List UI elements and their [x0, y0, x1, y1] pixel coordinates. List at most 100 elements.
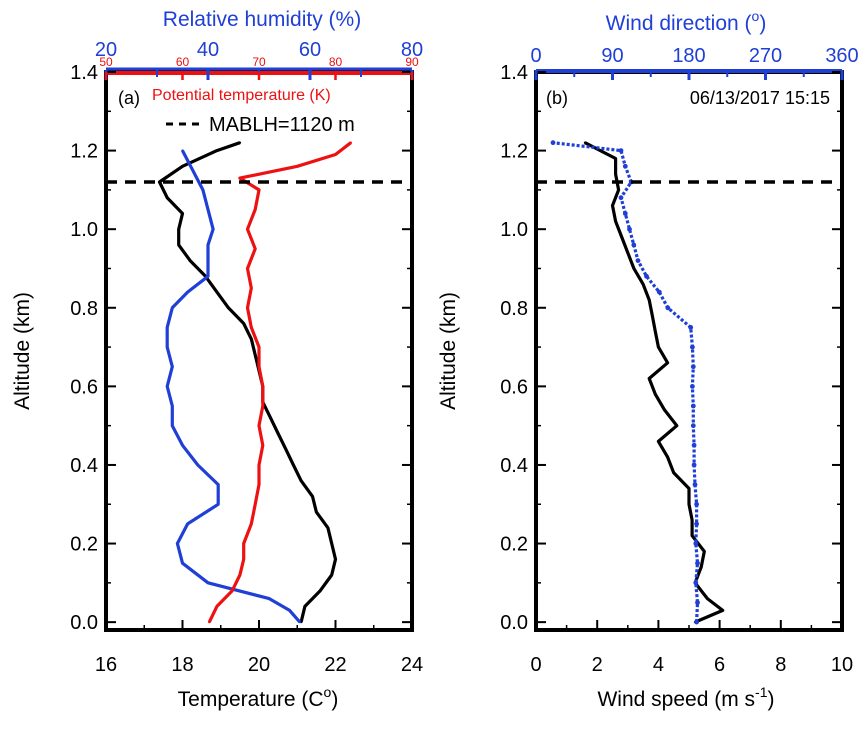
- x-tick-label-b: 6: [714, 654, 725, 676]
- data-point-black-a: [181, 165, 184, 168]
- top-red-tick-label-a: 90: [405, 55, 419, 69]
- data-point-red-a: [261, 385, 264, 388]
- data-point-blue-a: [186, 522, 189, 526]
- data-point-black-b: [663, 408, 666, 412]
- series-line-black-a: [157, 141, 338, 623]
- top-red-tick-label-a: 70: [252, 55, 266, 69]
- x-tick-label-a: 24: [401, 654, 423, 676]
- data-point-blue-b: [693, 541, 699, 546]
- data-point-black-b: [614, 173, 617, 176]
- data-point-blue-b: [688, 325, 694, 330]
- data-point-blue-a: [166, 345, 169, 349]
- y-tick-label-b: 1.4: [500, 62, 528, 84]
- data-point-blue-a: [191, 169, 194, 172]
- y-tick-label-a: 1.4: [70, 62, 98, 84]
- y-tick-label-b: 0.8: [500, 298, 528, 320]
- panel-b-blue-axis-label: Wind direction (o): [606, 8, 767, 35]
- data-point-black-a: [242, 322, 245, 325]
- y-tick-label-b: 1.0: [500, 219, 528, 241]
- x-tick-label-a: 22: [324, 654, 346, 676]
- data-point-black-b: [632, 267, 636, 270]
- data-point-black-a: [311, 495, 314, 498]
- top-blue-tick-label-b: 270: [749, 45, 782, 67]
- data-point-black-b: [675, 424, 678, 427]
- data-point-blue-b: [691, 462, 697, 468]
- data-point-red-a: [261, 404, 264, 408]
- panel-b-timestamp: 06/13/2017 15:15: [690, 88, 830, 108]
- data-point-black-b: [611, 204, 614, 207]
- data-point-black-a: [330, 542, 333, 545]
- data-point-black-a: [254, 353, 257, 357]
- top-red-tick-label-a: 50: [99, 55, 113, 69]
- data-point-red-a: [261, 444, 264, 447]
- data-point-black-b: [690, 534, 694, 537]
- data-point-black-a: [250, 338, 253, 341]
- data-point-black-b: [648, 377, 651, 380]
- data-point-blue-a: [288, 609, 291, 612]
- panel-b-label: (b): [546, 88, 568, 108]
- data-point-black-a: [166, 196, 169, 199]
- panel-a-blue-axis-label: Relative humidity (%): [163, 8, 361, 31]
- data-point-blue-a: [217, 483, 220, 486]
- data-point-black-b: [614, 220, 617, 223]
- data-point-blue-a: [181, 149, 184, 152]
- data-point-blue-a: [211, 228, 215, 231]
- y-tick-label-a: 1.2: [70, 141, 98, 163]
- data-point-black-a: [215, 149, 219, 152]
- data-point-blue-b: [691, 442, 697, 448]
- data-point-black-b: [617, 188, 620, 192]
- data-point-red-a: [257, 483, 261, 486]
- top-red-tick-label-a: 60: [176, 55, 190, 69]
- data-point-blue-b: [656, 289, 662, 295]
- x-tick-label-b: 0: [530, 654, 541, 676]
- data-point-red-a: [257, 463, 261, 467]
- data-point-blue-a: [201, 188, 205, 192]
- x-tick-label-b: 2: [592, 654, 603, 676]
- data-point-red-a: [250, 326, 253, 329]
- top-blue-tick-label-b: 0: [530, 45, 541, 67]
- top-red-tick-label-a: 80: [329, 55, 343, 69]
- data-point-black-a: [319, 589, 322, 592]
- y-tick-label-a: 1.0: [70, 219, 98, 241]
- data-point-blue-b: [618, 195, 624, 201]
- data-point-black-a: [315, 510, 318, 514]
- data-point-black-b: [706, 597, 709, 600]
- data-point-blue-a: [196, 463, 199, 467]
- data-point-black-b: [654, 330, 657, 333]
- data-point-black-b: [690, 518, 694, 522]
- data-point-blue-b: [627, 226, 632, 232]
- data-point-black-b: [672, 471, 675, 474]
- data-point-black-a: [158, 180, 161, 184]
- data-point-black-a: [177, 243, 180, 247]
- data-point-black-a: [334, 558, 337, 561]
- data-point-blue-b: [695, 600, 700, 605]
- data-point-blue-a: [206, 581, 210, 584]
- data-point-red-a: [254, 503, 257, 506]
- panel-b-plot-frame: [534, 70, 844, 632]
- data-point-red-a: [246, 228, 249, 231]
- panel-a-temperature-profile: 0.0 0.2 0.4 0.6 0.8 1.0 1.2 1.4 16 18 20 22 24 20 40 60…: [11, 8, 423, 711]
- x-tick-label-a: 20: [248, 654, 270, 676]
- data-point-blue-b: [622, 211, 628, 216]
- data-point-blue-b: [550, 140, 556, 146]
- panel-a-legend-mablh: MABLH=1120 m: [166, 114, 355, 136]
- data-point-red-a: [238, 176, 242, 180]
- data-point-blue-b: [665, 305, 671, 311]
- y-tick-label-b: 0.4: [500, 455, 528, 477]
- data-point-blue-b: [635, 258, 641, 263]
- data-point-blue-b: [694, 501, 699, 507]
- data-point-black-b: [700, 565, 703, 569]
- panel-a-xlabel: Temperature (Co): [178, 684, 339, 711]
- data-point-blue-a: [171, 365, 174, 368]
- data-point-blue-a: [186, 290, 189, 294]
- data-point-red-a: [257, 188, 261, 192]
- legend-mablh-label: MABLH=1120 m: [209, 114, 355, 136]
- data-point-red-a: [257, 365, 261, 368]
- data-point-black-b: [620, 235, 623, 239]
- top-blue-tick-label-b: 180: [672, 45, 705, 67]
- data-point-red-a: [349, 141, 352, 144]
- data-point-blue-a: [171, 424, 174, 427]
- data-point-red-a: [334, 153, 337, 156]
- top-blue-tick-label-b: 360: [825, 45, 858, 67]
